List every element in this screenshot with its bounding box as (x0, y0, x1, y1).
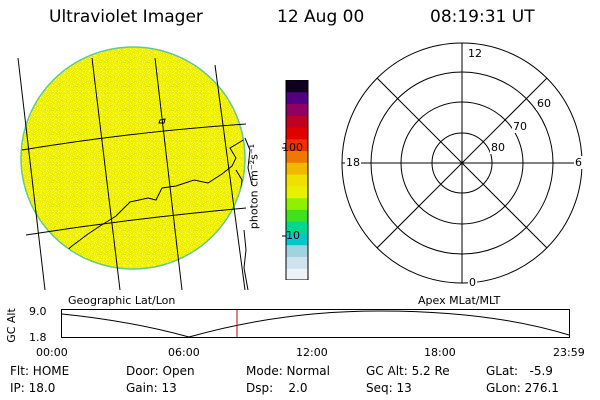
mlt-label-6: 6 (574, 156, 583, 169)
colorbar-band (286, 80, 308, 93)
mlat-label-80: 80 (490, 141, 506, 154)
earth-disk (20, 46, 246, 270)
orbit-xtick-0000: 00:00 (36, 346, 68, 359)
colorbar-band (286, 256, 308, 269)
status-mode: Mode: Normal (246, 364, 330, 378)
status-flt: Flt: HOME (10, 364, 70, 378)
date-label: 12 Aug 00 (277, 7, 365, 27)
colorbar-band (286, 138, 308, 152)
instrument-title: Ultraviolet Imager (49, 7, 203, 27)
altitude-curve (61, 310, 570, 338)
mlt-label-18: 18 (345, 156, 361, 169)
coastline-outside (243, 137, 253, 290)
orbit-xtick-1200: 12:00 (296, 346, 328, 359)
orbit-altitude-plot (61, 309, 570, 338)
status-gc-alt: GC Alt: 5.2 Re (366, 364, 450, 378)
colorbar-band (286, 103, 308, 116)
colorbar-band (286, 232, 308, 246)
orbit-ytick-high: 9.0 (29, 305, 47, 318)
colorbar-band (286, 185, 308, 199)
status-ip: IP: 18.0 (10, 381, 56, 395)
colorbar-band (286, 209, 308, 222)
colorbar-band (286, 127, 308, 140)
colorbar-band (286, 115, 308, 128)
apex-polar-dial (341, 42, 583, 284)
mlt-label-12: 12 (467, 47, 483, 60)
orbit-ytick-low: 1.8 (29, 331, 47, 344)
status-glat: GLat: -5.9 (486, 364, 553, 378)
status-seq: Seq: 13 (366, 381, 412, 395)
status-glon: GLon: 276.1 (486, 381, 559, 395)
colorbar-band (286, 162, 308, 175)
orbit-ylabel: GC Alt (4, 308, 18, 343)
colorbar-band (286, 221, 308, 234)
graticule (17, 57, 247, 290)
status-gain: Gain: 13 (126, 381, 177, 395)
geographic-image (17, 46, 253, 290)
time-label: 08:19:31 UT (430, 7, 535, 27)
apex-panel-label: Apex MLat/MLT (418, 294, 501, 307)
colorbar (282, 80, 309, 280)
status-dsp: Dsp: 2.0 (246, 381, 308, 395)
colorbar-band (286, 174, 308, 187)
orbit-xtick-0600: 06:00 (168, 346, 200, 359)
orbit-xtick-2359: 23:59 (553, 346, 585, 359)
colorbar-band (286, 268, 308, 280)
geographic-panel-label: Geographic Lat/Lon (68, 294, 176, 307)
colorbar-band (286, 197, 308, 210)
colorbar-tick-label-100: 100 (282, 141, 303, 154)
colorbar-tick-label-10: 10 (286, 229, 300, 242)
colorbar-band (286, 150, 308, 163)
mlat-label-60: 60 (536, 97, 552, 110)
mlt-label-0: 0 (468, 276, 477, 289)
mlat-label-70: 70 (512, 120, 528, 133)
colorbar-band (286, 244, 308, 257)
orbit-xtick-1800: 18:00 (424, 346, 456, 359)
colorbar-gradient (286, 80, 308, 280)
status-door: Door: Open (126, 364, 195, 378)
colorbar-unit-label: photon cm⁻²s⁻¹ (247, 143, 261, 230)
colorbar-band (286, 91, 308, 105)
